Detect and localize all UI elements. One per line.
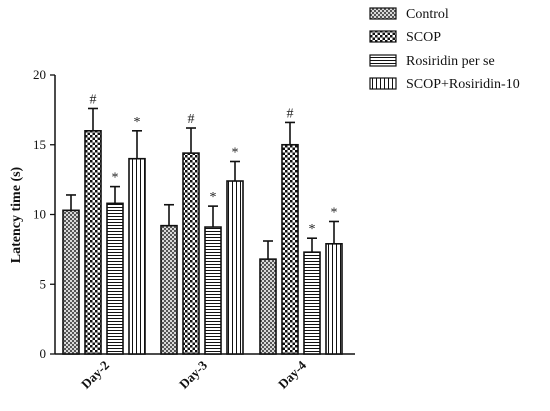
y-tick-label: 20 [33, 67, 46, 82]
legend-swatch [369, 77, 397, 90]
legend-swatch [369, 7, 397, 20]
bar [325, 242, 343, 355]
legend-swatch [369, 30, 397, 43]
bar [303, 251, 321, 355]
y-axis-label: Latency time (s) [9, 166, 24, 263]
bars-group [62, 130, 343, 355]
bar [204, 226, 222, 355]
x-category-label: Day-4 [275, 357, 309, 391]
bar [281, 143, 299, 355]
y-tick-label: 0 [40, 346, 47, 361]
error-bars-group [66, 107, 339, 260]
x-category-label: Day-2 [78, 358, 112, 392]
bar [106, 202, 124, 355]
asterisk-significance-mark: * [232, 145, 239, 160]
legend-swatch [369, 54, 397, 67]
legend: Control SCOP Rosiridin per se SCOP+Rosiridi… [369, 7, 520, 92]
hash-significance-mark: # [90, 92, 97, 107]
legend-label: Control [406, 7, 449, 22]
legend-label: SCOP+Rosiridin-10 [406, 77, 520, 92]
bar [128, 157, 146, 355]
asterisk-significance-mark: * [309, 222, 316, 237]
bar [259, 258, 277, 355]
significance-marks-group: # * * # * * # * * [90, 92, 338, 237]
hash-significance-mark: # [287, 106, 294, 121]
asterisk-significance-mark: * [210, 190, 217, 205]
bar [84, 130, 102, 355]
bar [160, 224, 178, 355]
legend-label: Rosiridin per se [406, 54, 495, 69]
y-tick-label: 15 [33, 137, 46, 152]
bar [62, 209, 80, 355]
y-ticks: 0 5 10 15 20 [33, 67, 55, 361]
hash-significance-mark: # [188, 112, 195, 127]
asterisk-significance-mark: * [331, 205, 338, 220]
bar [226, 180, 244, 355]
asterisk-significance-mark: * [134, 115, 141, 130]
legend-label: SCOP [406, 30, 441, 45]
x-category-label: Day-3 [176, 357, 210, 391]
y-tick-label: 10 [33, 207, 46, 222]
asterisk-significance-mark: * [112, 171, 119, 186]
y-tick-label: 5 [40, 276, 47, 291]
x-category-labels: Day-2 Day-3 Day-4 [78, 357, 309, 391]
bar [182, 152, 200, 355]
